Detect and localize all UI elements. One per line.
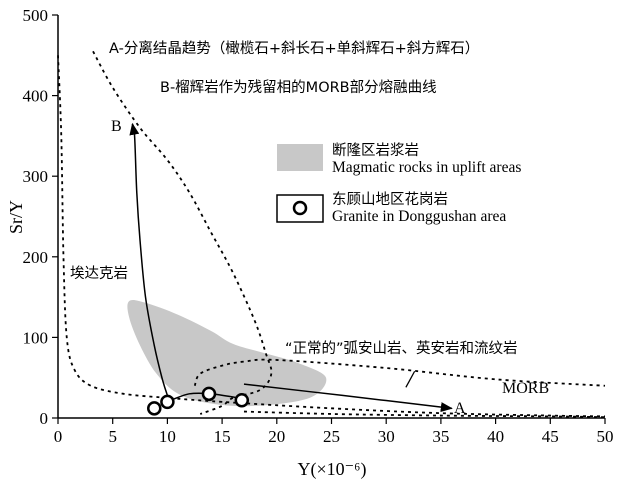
- y-tick-label-2: 200: [23, 248, 49, 267]
- x-tick-label-7: 35: [432, 427, 449, 446]
- y-tick-label-3: 300: [23, 167, 49, 186]
- arc-field-boundary: [193, 358, 606, 387]
- legend: 断隆区岩浆岩 Magmatic rocks in uplift areas 东顾…: [276, 141, 521, 225]
- x-tick-label-4: 20: [268, 427, 285, 446]
- label-b: B: [111, 118, 122, 135]
- fields: [57, 50, 606, 419]
- y-axis-title: Sr/Y: [6, 200, 26, 234]
- curve-b-arrow: [129, 122, 239, 402]
- legend-marker-granite: [292, 200, 308, 216]
- x-tick-label-0: 0: [54, 427, 63, 446]
- adakite-field-boundary: [57, 55, 606, 418]
- legend-label-uplift-cn: 断隆区岩浆岩: [332, 141, 419, 159]
- x-tick-label-1: 5: [108, 427, 117, 446]
- x-tick-label-5: 25: [323, 427, 340, 446]
- curves: [129, 122, 453, 413]
- granite-point-2: [201, 386, 217, 402]
- legend-label-uplift-en: Magmatic rocks in uplift areas: [332, 159, 521, 176]
- label-a: A: [454, 400, 466, 417]
- x-tick-label-9: 45: [542, 427, 559, 446]
- x-tick-label-8: 40: [487, 427, 504, 446]
- annotation-adakite: 埃达克岩: [70, 265, 128, 282]
- data-points: [147, 386, 250, 416]
- y-tick-label-1: 100: [23, 328, 49, 347]
- annotation-normal-arc: “正常的”弧安山岩、英安岩和流纹岩: [285, 339, 518, 357]
- adakite-upper-boundary: [92, 50, 273, 415]
- annotation-line-b: B-榴辉岩作为残留相的MORB部分熔融曲线: [160, 79, 437, 96]
- annotation-morb: MORB: [502, 380, 549, 397]
- x-tick-label-6: 30: [378, 427, 395, 446]
- uplift-magmatic-field: [127, 299, 327, 407]
- curve-a-arrow: [243, 383, 453, 413]
- arc-lower-boundary: [243, 410, 606, 419]
- x-tick-label-2: 10: [159, 427, 176, 446]
- granite-point-0: [147, 401, 162, 416]
- y-tick-label-4: 400: [23, 87, 49, 106]
- x-tick-label-3: 15: [214, 427, 231, 446]
- x-tick-label-10: 50: [597, 427, 614, 446]
- legend-label-granite-en: Granite in Donggushan area: [332, 208, 506, 225]
- x-axis-title: Y(×10⁻⁶): [298, 459, 367, 480]
- granite-point-3: [234, 393, 250, 408]
- annotation-line-a: A-分离结晶趋势（橄榄石+斜长石+单斜辉石+斜方辉石）: [109, 40, 479, 57]
- legend-swatch-uplift: [277, 144, 323, 171]
- granite-point-1: [160, 394, 175, 410]
- y-tick-label-5: 500: [23, 6, 49, 25]
- y-tick-label-0: 0: [40, 409, 49, 428]
- legend-label-granite-cn: 东顾山地区花岗岩: [332, 191, 448, 208]
- normal-arc-pointer: [405, 370, 416, 388]
